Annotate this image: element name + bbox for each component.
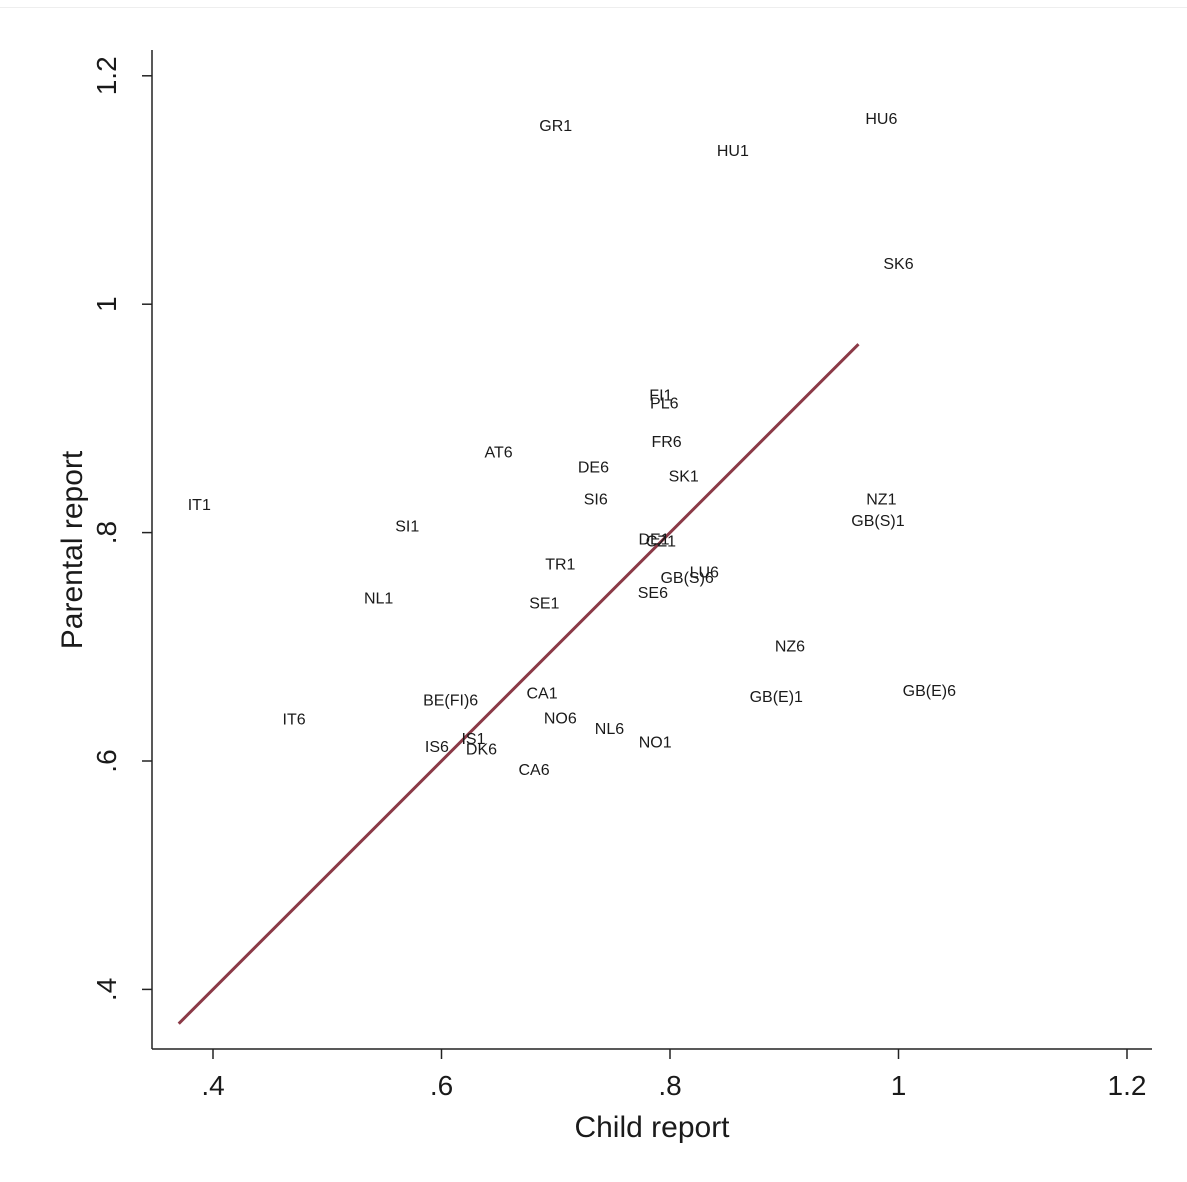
point-label: TR1 bbox=[545, 556, 575, 573]
point-label: NO6 bbox=[544, 711, 577, 728]
point-label: LU6 bbox=[690, 564, 719, 581]
y-tick-label: 1 bbox=[91, 296, 122, 312]
x-tick-label: .4 bbox=[201, 1070, 224, 1101]
point-label: SK6 bbox=[883, 256, 913, 273]
fit-line-group bbox=[177, 343, 860, 1025]
x-tick-label: 1.2 bbox=[1108, 1070, 1147, 1101]
point-label: NO1 bbox=[639, 735, 672, 752]
x-tick-label: .6 bbox=[430, 1070, 453, 1101]
point-label: HU1 bbox=[717, 143, 749, 160]
y-tick-label: .4 bbox=[91, 978, 122, 1001]
point-label: NL1 bbox=[364, 591, 393, 608]
point-label: DE6 bbox=[578, 459, 609, 476]
y-tick-label: 1.2 bbox=[91, 56, 122, 95]
point-label: AT6 bbox=[485, 445, 513, 462]
y-tick-label: .6 bbox=[91, 749, 122, 772]
point-label: FI1 bbox=[649, 387, 672, 404]
point-label: SK1 bbox=[669, 469, 699, 486]
axes: .4 .6 .8 1 1.2 .4 .6 .8 1 1.2 bbox=[91, 50, 1152, 1101]
point-label: SE6 bbox=[638, 585, 668, 602]
point-label: SE1 bbox=[529, 595, 559, 612]
point-label: CZ1 bbox=[646, 534, 676, 551]
point-label: CA1 bbox=[526, 685, 557, 702]
point-label: NZ6 bbox=[775, 639, 805, 656]
y-axis-title: Parental report bbox=[56, 450, 89, 649]
point-label: CA6 bbox=[518, 762, 549, 779]
point-label: IS6 bbox=[425, 739, 449, 756]
point-label: HU6 bbox=[865, 111, 897, 128]
point-label: SI6 bbox=[584, 491, 608, 508]
point-label: NZ1 bbox=[866, 491, 896, 508]
point-label: PL6 bbox=[650, 395, 679, 412]
top-divider bbox=[0, 7, 1187, 8]
y-tick-label: .8 bbox=[91, 521, 122, 544]
point-label: FR6 bbox=[651, 434, 681, 451]
x-axis-title: Child report bbox=[574, 1111, 730, 1144]
fit-line bbox=[177, 343, 860, 1025]
point-label: GR1 bbox=[539, 118, 572, 135]
point-label: GB(S)1 bbox=[851, 513, 904, 530]
point-label: GB(S)6 bbox=[660, 570, 713, 587]
x-tick-label: 1 bbox=[891, 1070, 907, 1101]
point-label: BE(FI)6 bbox=[423, 692, 478, 709]
point-label: IT6 bbox=[283, 712, 306, 729]
point-label: IS1 bbox=[461, 731, 485, 748]
point-label: DK6 bbox=[466, 741, 497, 758]
point-label: SI1 bbox=[395, 519, 419, 536]
point-label: IT1 bbox=[188, 497, 211, 514]
point-label: GB(E)6 bbox=[903, 683, 956, 700]
x-tick-label: .8 bbox=[658, 1070, 681, 1101]
point-label: NL6 bbox=[595, 721, 624, 738]
point-label: GB(E)1 bbox=[750, 689, 803, 706]
point-label: DE1 bbox=[638, 531, 669, 548]
